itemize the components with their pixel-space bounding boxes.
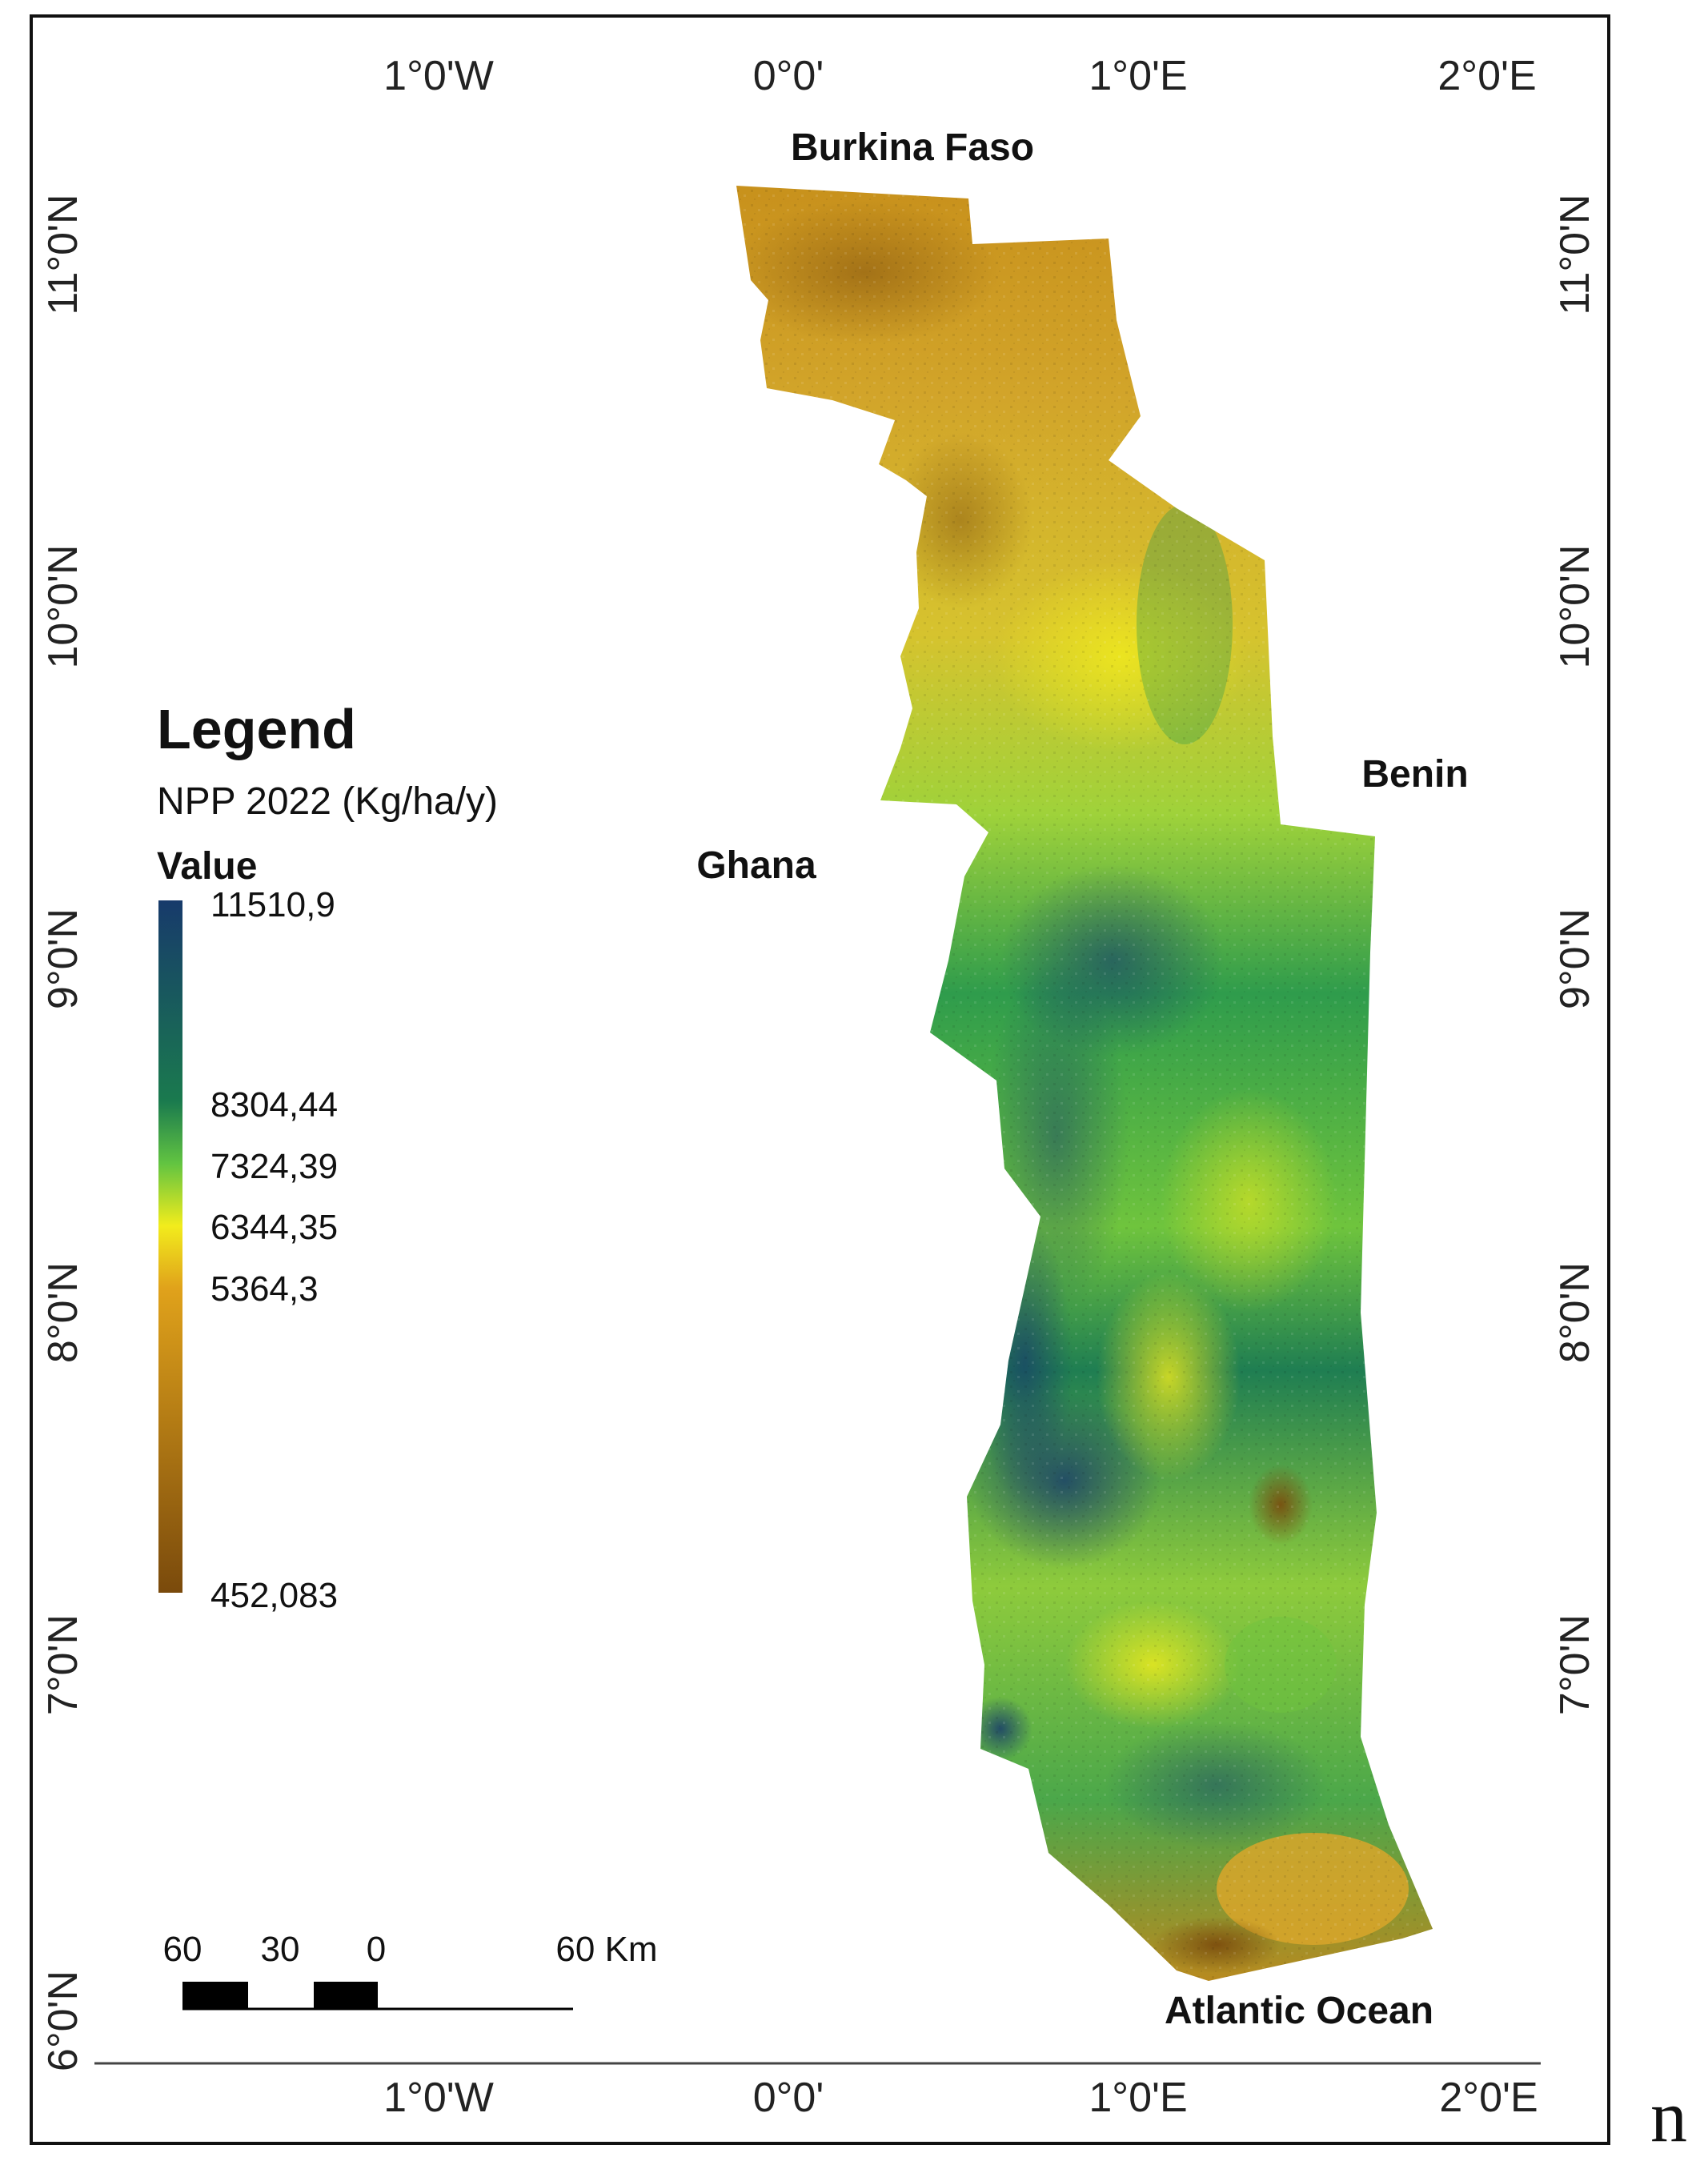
scale-segment-1 — [182, 1982, 248, 2009]
coord-top-2e: 2°0'E — [1437, 53, 1536, 99]
coord-bottom-1e: 1°0'E — [1089, 2075, 1187, 2121]
coord-right-8n: 8°0'N — [1552, 1262, 1598, 1363]
coord-top-0: 0°0' — [753, 53, 824, 99]
label-ghana: Ghana — [696, 844, 816, 887]
legend-tick-2: 8304,44 — [210, 1085, 338, 1125]
scale-label-60km: 60 Km — [555, 1930, 657, 1969]
coord-bottom-0: 0°0' — [753, 2075, 824, 2121]
legend-tick-min: 452,083 — [210, 1576, 338, 1615]
label-benin: Benin — [1361, 753, 1468, 796]
scale-bar: 60 30 0 60 Km — [163, 1930, 658, 2011]
map-frame — [30, 14, 1610, 2145]
label-atlantic-ocean: Atlantic Ocean — [1165, 1990, 1433, 2032]
coord-left-10n: 10°0'N — [40, 544, 86, 668]
coord-right-7n: 7°0'N — [1552, 1614, 1598, 1715]
coord-right-9n: 9°0'N — [1552, 908, 1598, 1009]
legend-tick-3: 7324,39 — [210, 1147, 338, 1186]
coord-top-1e: 1°0'E — [1089, 53, 1187, 99]
legend-color-ramp — [158, 900, 182, 1593]
coord-top-1w: 1°0'W — [383, 53, 494, 99]
coord-left-11n: 11°0'N — [40, 194, 86, 315]
legend-tick-5: 5364,3 — [210, 1269, 319, 1309]
legend: Legend NPP 2022 (Kg/ha/y) Value 11510,9 … — [157, 698, 498, 1615]
label-burkina-faso: Burkina Faso — [791, 126, 1034, 169]
coord-left-8n: 8°0'N — [40, 1262, 86, 1363]
coord-right-11n: 11°0'N — [1552, 194, 1598, 315]
coord-left-6n: 6°0'N — [40, 1971, 86, 2071]
coord-right-10n: 10°0'N — [1552, 544, 1598, 668]
togo-npp-raster — [736, 186, 1433, 1981]
corner-letter: n — [1650, 2075, 1687, 2157]
coord-bottom-2e: 2°0'E — [1439, 2075, 1538, 2121]
coord-left-7n: 7°0'N — [40, 1614, 86, 1715]
legend-tick-4: 6344,35 — [210, 1208, 338, 1247]
scale-label-30: 30 — [261, 1930, 300, 1969]
legend-value-header: Value — [157, 845, 257, 888]
coord-bottom-1w: 1°0'W — [383, 2075, 494, 2121]
scale-segment-2 — [248, 1982, 314, 2009]
legend-title: Legend — [157, 698, 356, 760]
coord-left-9n: 9°0'N — [40, 908, 86, 1009]
legend-tick-max: 11510,9 — [210, 885, 335, 924]
legend-subtitle: NPP 2022 (Kg/ha/y) — [157, 780, 498, 823]
scale-label-0: 0 — [367, 1930, 386, 1969]
scale-segment-3 — [314, 1982, 378, 2009]
scale-label-60-left: 60 — [163, 1930, 202, 1969]
